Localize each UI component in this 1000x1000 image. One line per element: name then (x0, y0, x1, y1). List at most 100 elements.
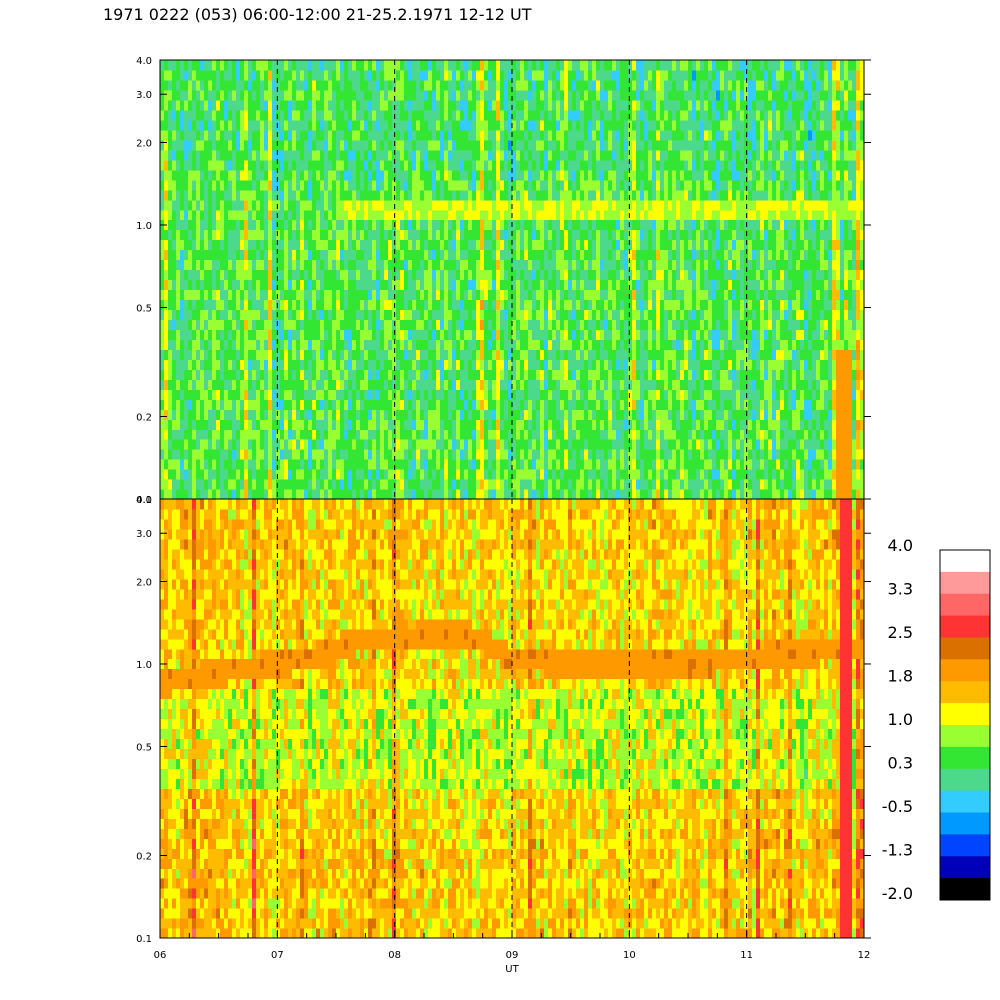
heatmap-cell (248, 459, 253, 470)
heatmap-cell (404, 89, 409, 101)
heatmap-cell (396, 199, 401, 211)
heatmap-cell (240, 379, 245, 390)
heatmap-cell (516, 489, 521, 500)
heatmap-cell (532, 279, 537, 291)
heatmap-cell (288, 359, 293, 370)
heatmap-cell (364, 469, 369, 480)
heatmap-cell (504, 249, 509, 261)
heatmap-cell (396, 449, 401, 460)
heatmap-cell (556, 409, 561, 420)
heatmap-cell (460, 339, 465, 350)
heatmap-cell (252, 349, 257, 360)
heatmap-cell (400, 149, 405, 161)
heatmap-cell (300, 319, 305, 330)
heatmap-cell (292, 239, 297, 251)
heatmap-cell (472, 269, 477, 281)
heatmap-cell (536, 409, 541, 420)
heatmap-cell (512, 389, 517, 400)
heatmap-cell (192, 199, 197, 211)
heatmap-cell (276, 159, 281, 171)
heatmap-cell (496, 139, 501, 151)
heatmap-cell (440, 239, 445, 251)
heatmap-cell (508, 119, 513, 131)
heatmap-cell (280, 209, 285, 221)
heatmap-cell (584, 279, 589, 291)
heatmap-cell (440, 79, 445, 91)
heatmap-cell (520, 479, 525, 490)
heatmap-cell (596, 399, 601, 410)
heatmap-cell (216, 259, 221, 271)
heatmap-cell (540, 389, 545, 400)
heatmap-cell (364, 169, 369, 181)
heatmap-cell (304, 129, 309, 141)
heatmap-cell (192, 69, 197, 81)
heatmap-cell (548, 119, 553, 131)
heatmap-cell (288, 469, 293, 480)
heatmap-cell (212, 209, 217, 221)
heatmap-cell (176, 489, 181, 500)
heatmap-cell (192, 169, 197, 181)
heatmap-cell (436, 449, 441, 460)
heatmap-cell (340, 309, 345, 321)
heatmap-cell (196, 399, 201, 410)
heatmap-cell (564, 399, 569, 410)
heatmap-cell (332, 349, 337, 360)
heatmap-cell (508, 419, 513, 430)
heatmap-cell (200, 99, 205, 111)
heatmap-cell (568, 319, 573, 330)
heatmap-cell (340, 79, 345, 91)
heatmap-cell (564, 189, 569, 201)
heatmap-cell (184, 119, 189, 131)
heatmap-cell (276, 169, 281, 181)
heatmap-cell (160, 99, 165, 111)
heatmap-cell (292, 119, 297, 131)
heatmap-cell (372, 179, 377, 191)
heatmap-cell (320, 69, 325, 81)
heatmap-cell (408, 109, 413, 121)
heatmap-cell (388, 359, 393, 370)
heatmap-cell (324, 469, 329, 480)
heatmap-cell (372, 339, 377, 350)
heatmap-cell (428, 60, 433, 71)
heatmap-cell (496, 479, 501, 490)
heatmap-cell (228, 239, 233, 251)
heatmap-cell (388, 159, 393, 171)
heatmap-cell (436, 399, 441, 410)
heatmap-cell (380, 259, 385, 271)
heatmap-cell (588, 319, 593, 330)
heatmap-cell (272, 239, 277, 251)
heatmap-cell (456, 279, 461, 291)
heatmap-cell (208, 359, 213, 370)
heatmap-cell (276, 419, 281, 430)
heatmap-cell (184, 359, 189, 370)
heatmap-cell (368, 60, 373, 71)
heatmap-cell (300, 349, 305, 360)
heatmap-cell (492, 459, 497, 470)
heatmap-cell (184, 429, 189, 440)
heatmap-cell (192, 359, 197, 370)
heatmap-cell (288, 109, 293, 121)
heatmap-cell (184, 459, 189, 470)
heatmap-cell (572, 389, 577, 400)
heatmap-cell (232, 129, 237, 141)
heatmap-cell (360, 219, 365, 231)
heatmap-cell (332, 449, 337, 460)
heatmap-cell (504, 79, 509, 91)
heatmap-cell (404, 449, 409, 460)
heatmap-cell (332, 289, 337, 301)
heatmap-cell (420, 399, 425, 410)
heatmap-cell (416, 159, 421, 171)
heatmap-cell (508, 159, 513, 171)
heatmap-cell (356, 99, 361, 111)
heatmap-cell (324, 339, 329, 350)
heatmap-cell (304, 139, 309, 151)
heatmap-cell (264, 429, 269, 440)
heatmap-cell (224, 60, 229, 71)
heatmap-cell (420, 339, 425, 350)
heatmap-cell (608, 239, 613, 251)
heatmap-cell (484, 389, 489, 400)
heatmap-cell (456, 119, 461, 131)
heatmap-cell (380, 79, 385, 91)
heatmap-cell (232, 459, 237, 470)
